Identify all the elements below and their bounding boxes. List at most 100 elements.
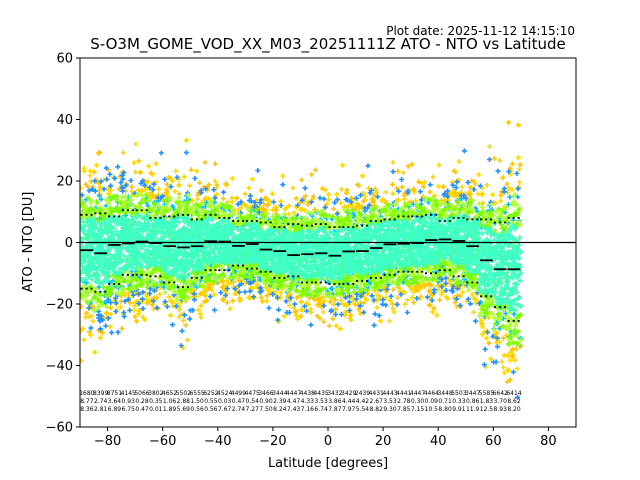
y-axis-label: ATO - NTO [DU] [21, 192, 36, 293]
bin-stat-label: 7.15 [411, 406, 425, 413]
bin-stat-label: 6414 [506, 390, 521, 397]
bin-stat-label: 0.93 [122, 398, 136, 405]
bin-stat-label: 0.71 [438, 398, 452, 405]
bin-stat-label: 0.30 [411, 398, 425, 405]
bin-stat-label: 3802 [148, 390, 163, 397]
x-tick-label: 80 [540, 434, 557, 449]
y-tick-label: −60 [46, 421, 73, 436]
bin-stat-label: 0.28 [135, 398, 149, 405]
bin-stat-label: 6.74 [314, 406, 328, 413]
bin-stat-label: 4652 [162, 390, 177, 397]
bin-stat-label: 2.74 [232, 406, 246, 413]
bin-stat-label: 8399 [93, 390, 108, 397]
bin-stat-label: 7.85 [397, 406, 411, 413]
bin-stat-labels: 16808.778.3683992.742.8187513.646.894145… [79, 390, 522, 413]
bin-stat-label: 6252 [203, 390, 218, 397]
bin-stat-label: 5502 [176, 390, 191, 397]
bin-stat-label: 10.5 [425, 406, 439, 413]
bin-mean-markers [80, 209, 521, 322]
bin-stat-label: 0.35 [149, 398, 163, 405]
bin-stat-label: 3.86 [328, 398, 342, 405]
bin-stat-label: 4464 [424, 390, 439, 397]
bin-stat-label: 4145 [121, 390, 136, 397]
bin-stat-label: 6642 [493, 390, 508, 397]
bin-stat-label: 0.03 [218, 398, 232, 405]
bin-stat-label: 0.33 [452, 398, 466, 405]
bin-stat-label: 2.78 [397, 398, 411, 405]
bin-stat-label: 9.91 [452, 406, 466, 413]
bin-stat-label: 4.47 [287, 398, 301, 405]
bin-stat-label: 7.67 [218, 406, 232, 413]
bin-stat-label: 8.20 [507, 406, 521, 413]
x-tick-label: 40 [430, 434, 447, 449]
x-axis-ticks: −80 −60 −40 −20 0 20 40 60 80 [94, 427, 557, 449]
bin-stat-label: 3447 [465, 390, 480, 397]
bin-stat-label: 4447 [286, 390, 301, 397]
bin-stat-label: 7.43 [287, 406, 301, 413]
bin-stat-label: 8.36 [80, 406, 94, 413]
y-tick-label: 0 [65, 236, 73, 251]
y-tick-label: −20 [46, 298, 73, 313]
bin-stat-label: 0.01 [149, 406, 163, 413]
bin-stat-label: 2.88 [177, 398, 191, 405]
bin-stat-label: 1.50 [190, 398, 204, 405]
bin-stat-label: 8.82 [370, 406, 384, 413]
bin-stat-label: 4443 [382, 390, 397, 397]
bin-stat-label: 4441 [396, 390, 411, 397]
bin-stat-label: 4447 [410, 390, 425, 397]
bin-stat-label: 5.69 [177, 406, 191, 413]
bin-stat-label: 11.9 [466, 406, 480, 413]
x-tick-label: 20 [375, 434, 392, 449]
bin-stat-label: 4499 [231, 390, 246, 397]
bin-stat-label: 3448 [437, 390, 452, 397]
bin-stat-label: 0.90 [259, 398, 273, 405]
bin-stat-label: 3466 [258, 390, 273, 397]
bin-stat-label: 5503 [451, 390, 466, 397]
bin-stat-label: 0.54 [246, 398, 260, 405]
bin-stat-label: 1.06 [163, 398, 177, 405]
bin-stat-label: 4524 [217, 390, 232, 397]
bin-stat-label: 1.89 [163, 406, 177, 413]
bin-stat-label: 12.5 [480, 406, 494, 413]
bin-stat-label: 3.53 [383, 398, 397, 405]
bin-stat-label: 4435 [313, 390, 328, 397]
bin-stat-label: 8.93 [494, 406, 508, 413]
bin-stat-label: 6.75 [122, 406, 136, 413]
bin-stat-label: 3432 [327, 390, 342, 397]
bin-stat-label: 2.39 [273, 398, 287, 405]
bin-stat-label: 4431 [369, 390, 384, 397]
bin-stat-label: 0.56 [190, 406, 204, 413]
bin-stat-label: 3444 [272, 390, 287, 397]
y-tick-label: −40 [46, 359, 73, 374]
bin-stat-label: 2.74 [94, 398, 108, 405]
scatter-series [80, 137, 523, 376]
scatter-points [80, 120, 524, 400]
y-tick-label: 20 [56, 175, 73, 190]
bin-stat-label: 2439 [355, 390, 370, 397]
bin-stat-label: 5.54 [356, 406, 370, 413]
bin-stat-label: 8.77 [80, 398, 94, 405]
bin-stat-label: 0.55 [204, 398, 218, 405]
bin-stat-label: 9.30 [383, 406, 397, 413]
bin-stat-label: 6.89 [108, 406, 122, 413]
bin-stat-label: 3429 [341, 390, 356, 397]
x-axis-label: Latitude [degrees] [268, 456, 388, 471]
bin-stat-label: 1680 [79, 390, 94, 397]
x-tick-label: −40 [204, 434, 231, 449]
bin-stat-label: 7.87 [328, 406, 342, 413]
bin-stat-label: 3.70 [494, 398, 508, 405]
bin-stat-label: 2.67 [370, 398, 384, 405]
bin-stat-label: 7.16 [301, 406, 315, 413]
bin-stat-label: 7.50 [259, 406, 273, 413]
bin-stat-label: 4475 [245, 390, 260, 397]
bin-stat-label: 7.97 [342, 406, 356, 413]
bin-stat-label: 5066 [134, 390, 149, 397]
bin-stat-label: 3.64 [108, 398, 122, 405]
bin-stat-label: 4.42 [356, 398, 370, 405]
bin-stat-label: 7.27 [246, 406, 260, 413]
bin-stat-label: 8.24 [273, 406, 287, 413]
plot-date: Plot date: 2025-11-12 14:15:10 [386, 24, 575, 38]
x-tick-label: −20 [259, 434, 286, 449]
bin-stat-label: 3.53 [314, 398, 328, 405]
